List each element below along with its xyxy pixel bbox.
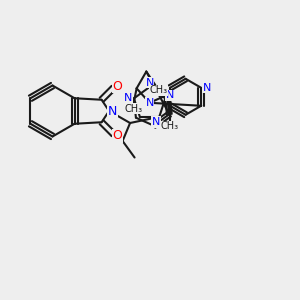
Text: N: N <box>124 93 132 103</box>
Text: O: O <box>112 129 122 142</box>
Text: CH₃: CH₃ <box>149 85 167 95</box>
Text: N: N <box>152 117 160 127</box>
Text: N: N <box>108 104 117 118</box>
Text: O: O <box>112 80 122 93</box>
Text: CH₃: CH₃ <box>161 121 179 131</box>
Text: N: N <box>166 90 174 100</box>
Text: N: N <box>202 83 211 93</box>
Text: CH₃: CH₃ <box>124 104 143 114</box>
Text: N: N <box>146 77 154 88</box>
Text: N: N <box>146 98 154 108</box>
